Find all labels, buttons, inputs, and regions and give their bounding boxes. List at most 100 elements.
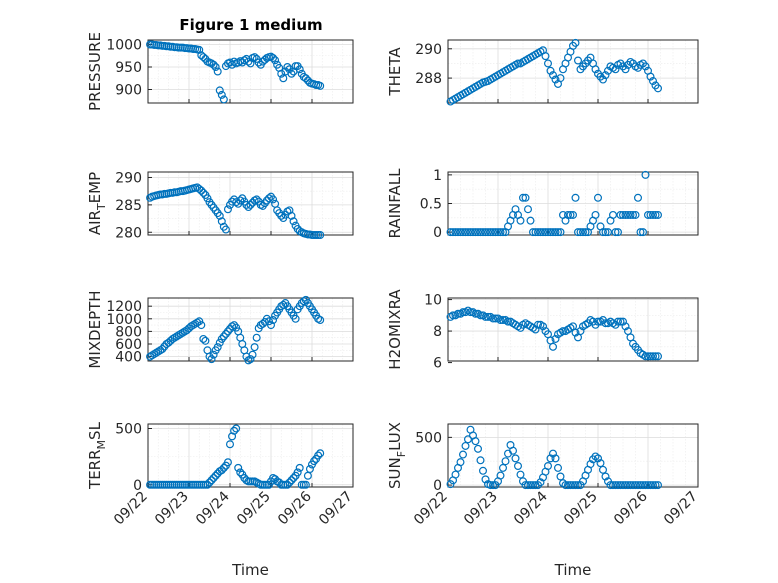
y-tick-label: 290 [415, 42, 442, 58]
data-point [316, 231, 325, 240]
data-point [152, 348, 161, 357]
data-point [598, 75, 607, 84]
data-point [513, 462, 522, 471]
data-point [646, 210, 655, 219]
data-point [172, 332, 181, 341]
data-point [146, 352, 155, 361]
data-point [215, 211, 224, 220]
data-point [523, 205, 532, 214]
data-point [464, 435, 473, 444]
data-point [551, 228, 560, 237]
data-point [548, 449, 557, 458]
data-point [638, 481, 647, 490]
data-point [571, 38, 580, 47]
data-point [636, 481, 645, 490]
y-tick-label: 1200 [106, 299, 142, 315]
data-point [646, 72, 655, 81]
data-point [526, 216, 535, 225]
data-point [283, 480, 292, 489]
data-point [611, 228, 620, 237]
data-point [546, 66, 555, 75]
axes-border [147, 171, 354, 236]
data-point [232, 424, 241, 433]
data-point [613, 228, 622, 237]
x-tick-label: 09/23 [461, 489, 501, 529]
data-point [215, 86, 224, 95]
axes-border [147, 423, 354, 488]
data-point [479, 228, 488, 237]
data-point [613, 481, 622, 490]
data-point [285, 65, 294, 74]
data-point [466, 228, 475, 237]
data-point [223, 327, 232, 336]
data-point [246, 59, 255, 68]
data-point [608, 210, 617, 219]
data-point [551, 75, 560, 84]
x-tick-label: 09/22 [411, 489, 451, 529]
data-point [150, 350, 159, 359]
data-point [217, 466, 226, 475]
data-point [314, 314, 323, 323]
data-point [230, 426, 239, 435]
data-point [591, 452, 600, 461]
data-point [199, 188, 208, 197]
data-point [573, 228, 582, 237]
data-point [471, 309, 480, 318]
data-point [199, 53, 208, 62]
data-point [205, 352, 214, 361]
x-axis-label: Time [231, 561, 269, 579]
y-tick-label: 285 [115, 198, 142, 214]
data-point [295, 65, 304, 74]
data-point [203, 194, 212, 203]
data-point [481, 228, 490, 237]
y-tick-label: 950 [115, 60, 142, 76]
data-point [533, 320, 542, 329]
data-point [653, 210, 662, 219]
data-point [528, 481, 537, 490]
data-point [301, 480, 310, 489]
data-point [568, 210, 577, 219]
data-point [199, 334, 208, 343]
data-point [459, 450, 468, 459]
data-point [234, 463, 243, 472]
data-point [591, 65, 600, 74]
data-point [648, 481, 657, 490]
axes-border [147, 39, 354, 104]
data-point [217, 334, 226, 343]
data-point [633, 481, 642, 490]
y-tick-label: 0 [133, 478, 142, 494]
x-tick-label: 09/26 [611, 488, 651, 528]
data-point [217, 90, 226, 99]
data-point [459, 308, 468, 317]
data-point [531, 228, 540, 237]
data-point [469, 228, 478, 237]
data-point [633, 193, 642, 202]
data-point [541, 228, 550, 237]
data-point [573, 481, 582, 490]
data-point [641, 352, 650, 361]
data-point [523, 481, 532, 490]
data-point [454, 309, 463, 318]
data-point [581, 228, 590, 237]
data-point [601, 71, 610, 80]
data-point [484, 228, 493, 237]
data-point [641, 62, 650, 71]
data-point [543, 59, 552, 68]
data-point [621, 322, 630, 331]
data-point [461, 228, 470, 237]
data-point [481, 312, 490, 321]
subplot-air_temp: 280 285 290 AIRTEMP [86, 170, 354, 241]
data-point [621, 65, 630, 74]
data-point [178, 328, 187, 337]
data-point [601, 228, 610, 237]
data-point [277, 211, 286, 220]
data-point [314, 451, 323, 460]
x-axis-label: Time [554, 561, 592, 579]
data-point [628, 210, 637, 219]
data-point [246, 355, 255, 364]
data-point [601, 319, 610, 328]
data-point [449, 228, 458, 237]
data-point [631, 210, 640, 219]
